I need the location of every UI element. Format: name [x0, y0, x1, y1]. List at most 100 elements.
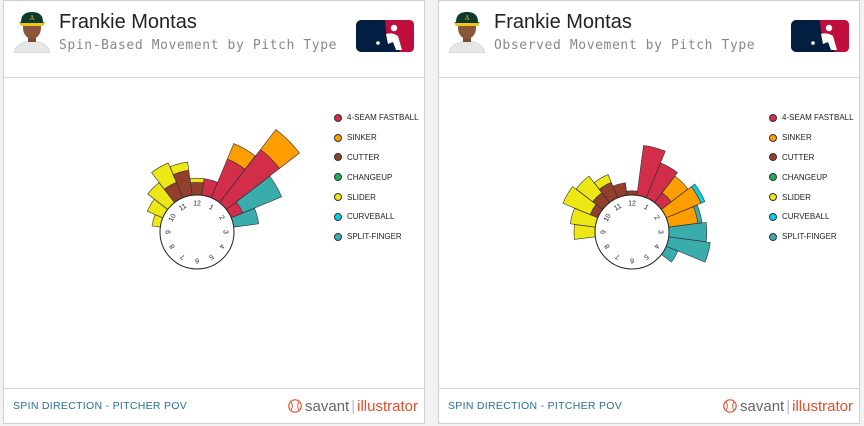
legend-label: 4-SEAM FASTBALL [347, 113, 419, 123]
clock-label-5: 5 [207, 252, 214, 260]
bar-curveball-2 [691, 183, 706, 204]
clock-label-4: 4 [652, 243, 660, 250]
legend-swatch [769, 133, 777, 142]
player-name: Frankie Montas [494, 11, 632, 33]
legend-label: CUTTER [782, 152, 815, 162]
observed-movement-card: A Frankie Montas Observed Movement by Pi… [438, 0, 860, 424]
clock-label-12: 12 [628, 201, 636, 208]
clock-label-11: 11 [178, 203, 188, 213]
card-header: A Frankie Montas Observed Movement by Pi… [439, 1, 859, 78]
brand-separator: | [786, 397, 791, 415]
legend-item-cutter: CUTTER [769, 148, 859, 168]
legend-swatch [769, 153, 777, 162]
legend-swatch [334, 153, 342, 162]
chart-legend: 4-SEAM FASTBALL SINKER CUTTER CHANGEUP S… [769, 108, 859, 247]
bar-sinker-1-5 [260, 129, 300, 169]
clock-label-8: 8 [604, 242, 612, 249]
legend-item-curveball: CURVEBALL [769, 207, 859, 227]
clock-label-3: 3 [657, 230, 664, 234]
clock-label-6: 6 [630, 257, 634, 264]
svg-text:A: A [464, 15, 470, 22]
clock-label-10: 10 [603, 213, 613, 223]
legend-item-changeup: CHANGEUP [334, 167, 424, 187]
mlb-logo-icon [791, 20, 849, 52]
legend-label: CHANGEUP [782, 172, 828, 182]
legend-item-curveball: CURVEBALL [334, 207, 424, 227]
card-footer: SPIN DIRECTION - PITCHER POV savant | il… [4, 388, 424, 423]
legend-item-cutter: CUTTER [334, 148, 424, 168]
clock-label-10: 10 [168, 213, 178, 223]
legend-swatch [334, 113, 342, 122]
legend-swatch [769, 193, 777, 202]
clock-label-7: 7 [179, 252, 186, 260]
savant-illustrator-brand[interactable]: savant | illustrator [288, 396, 418, 416]
bar-slider-11 [151, 162, 177, 190]
legend-swatch [334, 173, 342, 182]
legend-swatch [769, 113, 777, 122]
clock-label-11: 11 [613, 203, 623, 213]
clock-label-1: 1 [643, 204, 650, 212]
legend-item-4-seam-fastball: 4-SEAM FASTBALL [334, 108, 424, 128]
clock-label-8: 8 [169, 242, 177, 249]
bar-slider-10-5 [575, 175, 603, 203]
legend-label: CURVEBALL [347, 212, 395, 222]
clock-label-9: 9 [166, 230, 173, 234]
legend-label: CUTTER [347, 152, 380, 162]
clock-label-6: 6 [195, 257, 199, 264]
legend-item-4-seam-fastball: 4-SEAM FASTBALL [769, 108, 859, 128]
bar-slider-11-5 [169, 161, 190, 175]
legend-swatch [769, 232, 777, 241]
spin-chart: 12 1 2 3 4 5 6 7 8 9 10 11 4-SEAM FASTBALL SINKER C… [4, 78, 424, 389]
legend-swatch [334, 232, 342, 241]
legend-item-changeup: CHANGEUP [769, 167, 859, 187]
clock-label-9: 9 [601, 230, 608, 234]
chart-subtitle: Spin-Based Movement by Pitch Type [59, 38, 338, 53]
clock-face [594, 194, 670, 270]
mlb-logo-icon [356, 20, 414, 52]
brand-savant: savant [305, 397, 350, 415]
chart-legend: 4-SEAM FASTBALL SINKER CUTTER CHANGEUP S… [334, 108, 424, 247]
legend-label: SPLIT-FINGER [782, 232, 837, 242]
clock-label-4: 4 [217, 243, 225, 250]
legend-swatch [334, 193, 342, 202]
clock-label-5: 5 [642, 252, 649, 260]
legend-label: CURVEBALL [782, 212, 830, 222]
bar-sinker-1 [226, 143, 256, 170]
clock-label-2: 2 [217, 215, 225, 222]
player-name: Frankie Montas [59, 11, 197, 33]
brand-separator: | [351, 397, 356, 415]
legend-label: SLIDER [782, 192, 811, 202]
clock-label-2: 2 [652, 215, 660, 222]
legend-item-slider: SLIDER [769, 187, 859, 207]
brand-illustrator: illustrator [792, 397, 853, 415]
bar-cutter-12 [190, 182, 204, 196]
chart-subtitle: Observed Movement by Pitch Type [494, 38, 756, 53]
card-footer: SPIN DIRECTION - PITCHER POV savant | il… [439, 388, 859, 423]
clock-label-1: 1 [208, 204, 215, 212]
legend-swatch [334, 212, 342, 221]
brand-savant: savant [740, 397, 785, 415]
spin-movement-card: A Frankie Montas Spin-Based Movement by … [3, 0, 425, 424]
bar-slider-11 [593, 174, 612, 190]
brand-illustrator: illustrator [357, 397, 418, 415]
clock-label-12: 12 [193, 201, 201, 208]
legend-item-sinker: SINKER [334, 128, 424, 148]
legend-item-slider: SLIDER [334, 187, 424, 207]
legend-item-sinker: SINKER [769, 128, 859, 148]
clock-label-3: 3 [222, 230, 229, 234]
baseball-icon [288, 399, 302, 413]
legend-item-split-finger: SPLIT-FINGER [334, 227, 424, 247]
player-avatar: A [448, 12, 486, 53]
legend-swatch [769, 212, 777, 221]
bar-slider-10 [562, 186, 597, 215]
savant-illustrator-brand[interactable]: savant | illustrator [723, 396, 853, 416]
footer-caption: SPIN DIRECTION - PITCHER POV [448, 400, 623, 412]
card-header: A Frankie Montas Spin-Based Movement by … [4, 1, 424, 78]
legend-label: SINKER [347, 133, 377, 143]
footer-caption: SPIN DIRECTION - PITCHER POV [13, 400, 188, 412]
svg-text:A: A [29, 15, 35, 22]
legend-swatch [334, 133, 342, 142]
baseball-icon [723, 399, 737, 413]
